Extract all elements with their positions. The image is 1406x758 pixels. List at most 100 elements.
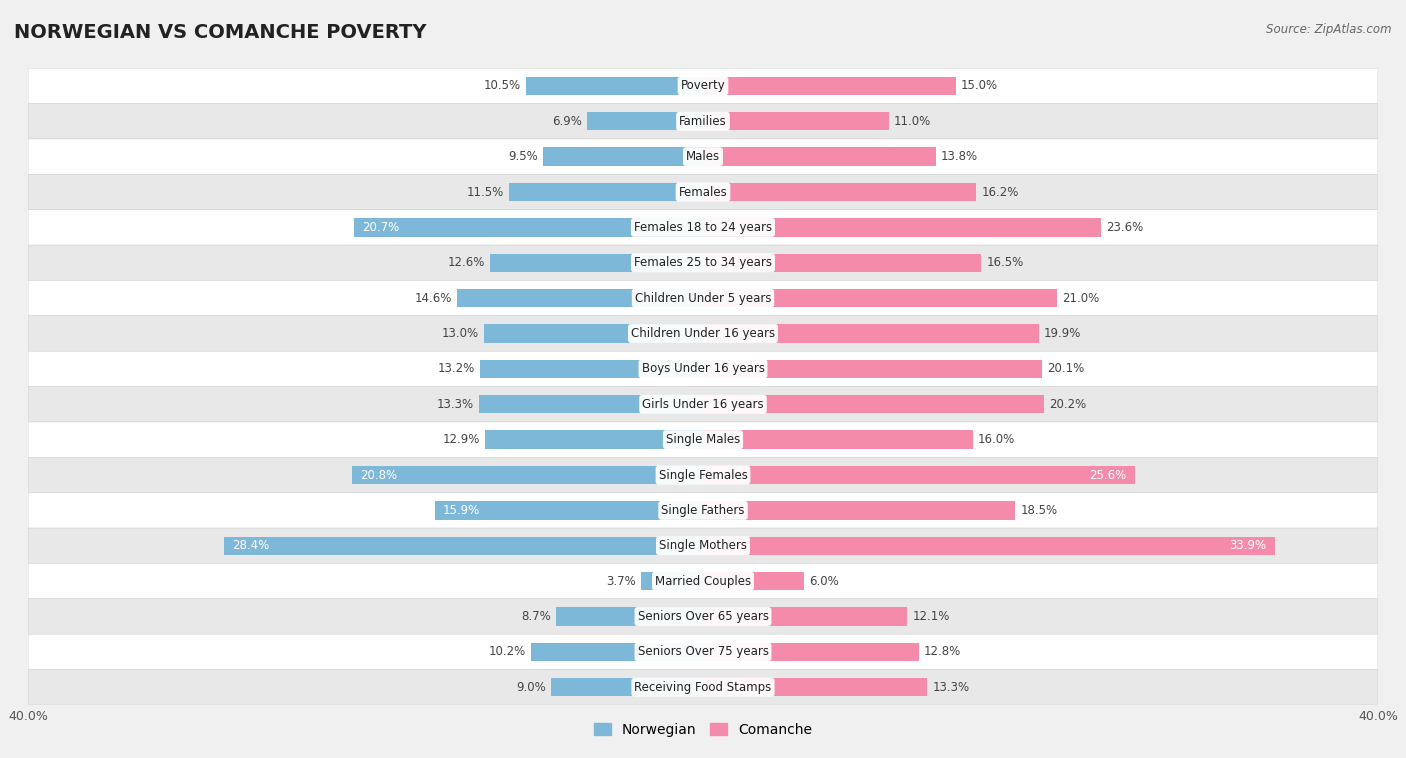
Text: 12.1%: 12.1% bbox=[912, 610, 949, 623]
Bar bbox=[703, 324, 1039, 343]
Text: 12.9%: 12.9% bbox=[443, 433, 481, 446]
Bar bbox=[703, 289, 1057, 307]
Text: Single Mothers: Single Mothers bbox=[659, 539, 747, 553]
Text: 19.9%: 19.9% bbox=[1043, 327, 1081, 340]
Text: Females 25 to 34 years: Females 25 to 34 years bbox=[634, 256, 772, 269]
Text: 20.1%: 20.1% bbox=[1047, 362, 1084, 375]
Bar bbox=[703, 148, 936, 166]
FancyBboxPatch shape bbox=[28, 316, 1378, 351]
Text: 8.7%: 8.7% bbox=[522, 610, 551, 623]
Bar bbox=[703, 360, 1042, 378]
FancyBboxPatch shape bbox=[28, 351, 1378, 387]
Text: 21.0%: 21.0% bbox=[1063, 292, 1099, 305]
FancyBboxPatch shape bbox=[28, 104, 1378, 139]
Text: 13.8%: 13.8% bbox=[941, 150, 979, 163]
Text: 9.0%: 9.0% bbox=[516, 681, 546, 694]
Text: 18.5%: 18.5% bbox=[1021, 504, 1057, 517]
Bar bbox=[641, 572, 703, 590]
FancyBboxPatch shape bbox=[28, 174, 1378, 210]
Bar bbox=[491, 254, 703, 272]
Text: 15.9%: 15.9% bbox=[443, 504, 481, 517]
Text: Single Females: Single Females bbox=[658, 468, 748, 481]
FancyBboxPatch shape bbox=[28, 387, 1378, 422]
Bar bbox=[703, 572, 804, 590]
Text: 10.2%: 10.2% bbox=[489, 645, 526, 659]
Text: Single Fathers: Single Fathers bbox=[661, 504, 745, 517]
Bar bbox=[434, 501, 703, 519]
Text: 6.9%: 6.9% bbox=[551, 114, 582, 128]
Bar bbox=[557, 607, 703, 625]
Text: Children Under 16 years: Children Under 16 years bbox=[631, 327, 775, 340]
Text: 13.3%: 13.3% bbox=[436, 398, 474, 411]
Text: Families: Families bbox=[679, 114, 727, 128]
Text: 20.7%: 20.7% bbox=[363, 221, 399, 234]
Bar bbox=[457, 289, 703, 307]
Text: 3.7%: 3.7% bbox=[606, 575, 636, 587]
Legend: Norwegian, Comanche: Norwegian, Comanche bbox=[588, 718, 818, 743]
FancyBboxPatch shape bbox=[28, 669, 1378, 705]
Text: 15.0%: 15.0% bbox=[962, 80, 998, 92]
Text: 28.4%: 28.4% bbox=[232, 539, 270, 553]
Bar bbox=[224, 537, 703, 555]
Bar bbox=[354, 218, 703, 236]
FancyBboxPatch shape bbox=[28, 245, 1378, 280]
Text: Receiving Food Stamps: Receiving Food Stamps bbox=[634, 681, 772, 694]
Text: 25.6%: 25.6% bbox=[1090, 468, 1126, 481]
Text: 6.0%: 6.0% bbox=[810, 575, 839, 587]
Text: 20.8%: 20.8% bbox=[360, 468, 398, 481]
FancyBboxPatch shape bbox=[28, 493, 1378, 528]
Text: Poverty: Poverty bbox=[681, 80, 725, 92]
Text: Seniors Over 65 years: Seniors Over 65 years bbox=[637, 610, 769, 623]
Text: 13.2%: 13.2% bbox=[439, 362, 475, 375]
Text: 13.3%: 13.3% bbox=[932, 681, 970, 694]
Text: 33.9%: 33.9% bbox=[1229, 539, 1267, 553]
Text: NORWEGIAN VS COMANCHE POVERTY: NORWEGIAN VS COMANCHE POVERTY bbox=[14, 23, 426, 42]
Bar bbox=[531, 643, 703, 661]
Text: Married Couples: Married Couples bbox=[655, 575, 751, 587]
Text: 16.0%: 16.0% bbox=[979, 433, 1015, 446]
Text: Source: ZipAtlas.com: Source: ZipAtlas.com bbox=[1267, 23, 1392, 36]
Bar bbox=[703, 643, 920, 661]
FancyBboxPatch shape bbox=[28, 563, 1378, 599]
FancyBboxPatch shape bbox=[28, 634, 1378, 669]
Bar bbox=[703, 112, 889, 130]
Bar bbox=[703, 607, 907, 625]
Text: Boys Under 16 years: Boys Under 16 years bbox=[641, 362, 765, 375]
Text: 20.2%: 20.2% bbox=[1049, 398, 1085, 411]
Text: 12.8%: 12.8% bbox=[924, 645, 962, 659]
Text: Females 18 to 24 years: Females 18 to 24 years bbox=[634, 221, 772, 234]
Bar bbox=[543, 148, 703, 166]
Text: Males: Males bbox=[686, 150, 720, 163]
Text: 16.5%: 16.5% bbox=[987, 256, 1024, 269]
Text: 9.5%: 9.5% bbox=[508, 150, 537, 163]
Bar bbox=[551, 678, 703, 697]
Text: Children Under 5 years: Children Under 5 years bbox=[634, 292, 772, 305]
Bar bbox=[703, 218, 1101, 236]
FancyBboxPatch shape bbox=[28, 528, 1378, 563]
Bar bbox=[703, 431, 973, 449]
Text: 23.6%: 23.6% bbox=[1107, 221, 1143, 234]
Bar bbox=[481, 360, 703, 378]
Bar bbox=[478, 395, 703, 413]
Text: 13.0%: 13.0% bbox=[441, 327, 478, 340]
Text: Seniors Over 75 years: Seniors Over 75 years bbox=[637, 645, 769, 659]
Bar bbox=[509, 183, 703, 201]
Bar bbox=[703, 678, 928, 697]
Bar bbox=[703, 395, 1043, 413]
Bar bbox=[526, 77, 703, 95]
Bar bbox=[703, 77, 956, 95]
Bar bbox=[485, 431, 703, 449]
Text: 14.6%: 14.6% bbox=[415, 292, 451, 305]
FancyBboxPatch shape bbox=[28, 280, 1378, 316]
Bar bbox=[484, 324, 703, 343]
FancyBboxPatch shape bbox=[28, 68, 1378, 104]
Text: 12.6%: 12.6% bbox=[449, 256, 485, 269]
FancyBboxPatch shape bbox=[28, 210, 1378, 245]
Bar bbox=[352, 466, 703, 484]
Bar bbox=[703, 537, 1275, 555]
Text: Females: Females bbox=[679, 186, 727, 199]
Bar bbox=[703, 501, 1015, 519]
Text: 11.5%: 11.5% bbox=[467, 186, 503, 199]
Bar bbox=[703, 254, 981, 272]
FancyBboxPatch shape bbox=[28, 139, 1378, 174]
